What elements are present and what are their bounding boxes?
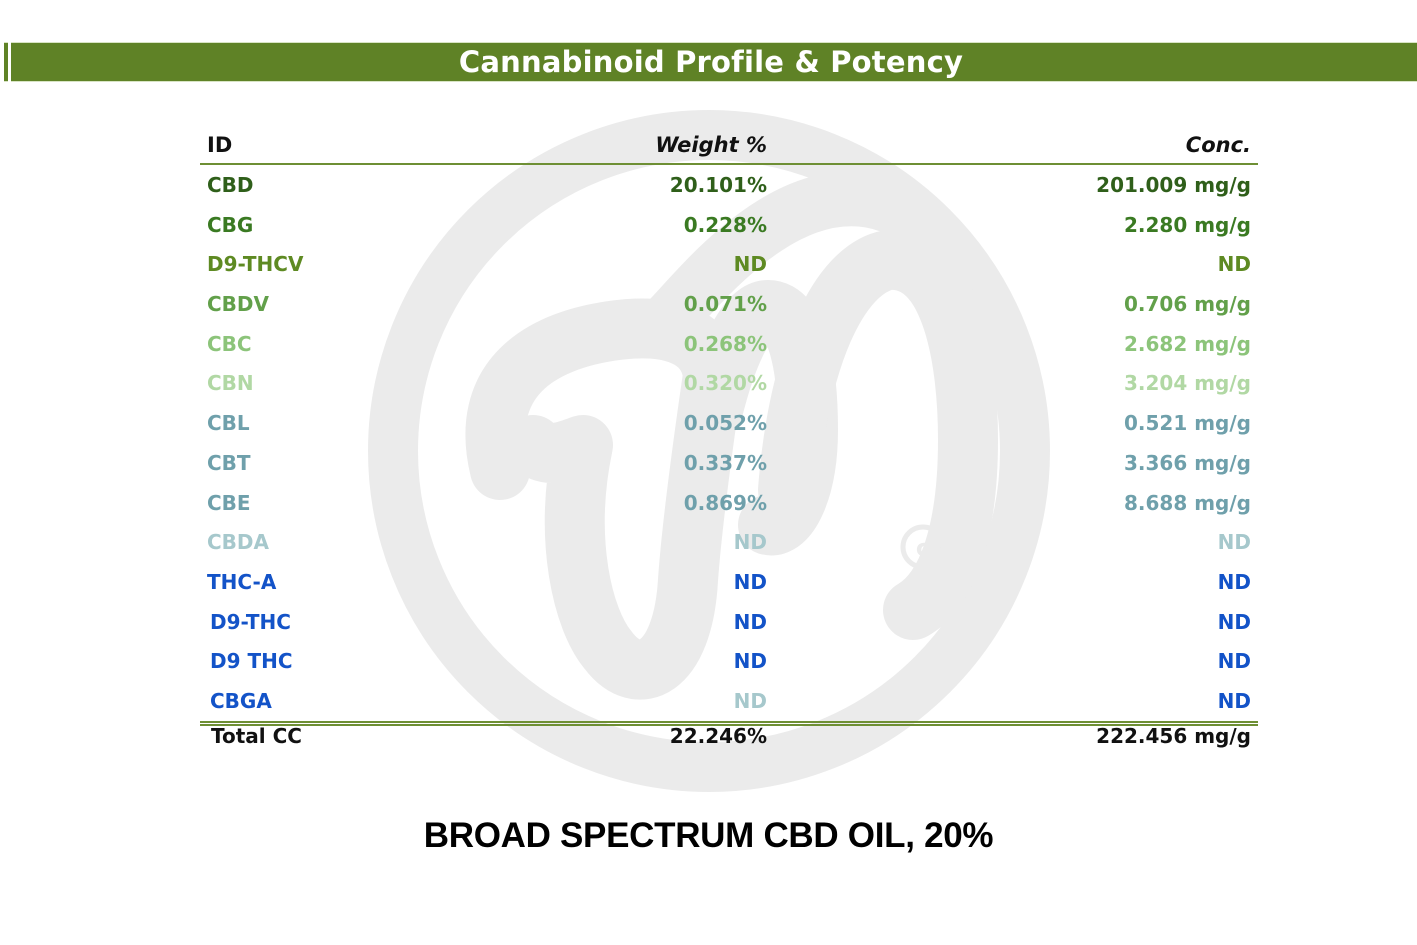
column-header-weight: Weight % — [655, 133, 767, 157]
weight-value: 0.320% — [683, 371, 767, 396]
total-row: Total CC 22.246% 222.456 mg/g — [200, 720, 1258, 760]
weight-value: ND — [733, 609, 767, 634]
conc-value: 8.688 mg/g — [1123, 490, 1251, 515]
total-label: Total CC — [211, 723, 302, 748]
conc-value: ND — [1217, 609, 1251, 634]
weight-value: ND — [733, 252, 767, 277]
weight-value: 0.071% — [683, 292, 767, 317]
table-row: CBDV 0.071% 0.706 mg/g — [200, 284, 1258, 324]
cannabinoid-id: CBL — [207, 411, 250, 436]
table-row: CBDA ND ND — [200, 522, 1258, 562]
conc-value: 3.204 mg/g — [1123, 371, 1251, 396]
table-row: CBT 0.337% 3.366 mg/g — [200, 443, 1258, 483]
cannabinoid-id: CBDA — [207, 530, 270, 555]
conc-value: ND — [1217, 530, 1251, 555]
cannabinoid-id: CBD — [207, 173, 254, 197]
weight-value: 0.052% — [683, 411, 767, 436]
total-conc-value: 222.456 mg/g — [1096, 723, 1251, 748]
cannabinoid-id: CBDV — [207, 292, 270, 317]
product-caption: BROAD SPECTRUM CBD OIL, 20% — [423, 816, 994, 855]
conc-value: 2.682 mg/g — [1123, 331, 1251, 356]
cannabinoid-id: CBC — [207, 331, 252, 356]
svg-text:c: c — [916, 534, 930, 562]
page-title: Cannabinoid Profile & Potency — [458, 45, 964, 79]
w-logo-watermark-icon: c — [368, 110, 1050, 792]
total-double-divider — [200, 720, 1258, 726]
conc-value: 3.366 mg/g — [1123, 450, 1251, 475]
weight-value: 0.337% — [683, 450, 767, 475]
table-row: CBGA ND ND — [200, 681, 1258, 721]
weight-value: 20.101% — [669, 173, 767, 197]
table-row: CBG 0.228% 2.280 mg/g — [200, 205, 1258, 245]
weight-value: ND — [733, 649, 767, 674]
conc-value: 2.280 mg/g — [1123, 212, 1251, 237]
cannabinoid-id: D9-THCV — [207, 252, 304, 277]
table-row: CBC 0.268% 2.682 mg/g — [200, 324, 1258, 364]
table-header-row: ID Weight % Conc. — [200, 128, 1258, 165]
weight-value: 0.228% — [683, 212, 767, 237]
table-row: CBL 0.052% 0.521 mg/g — [200, 403, 1258, 443]
conc-value: 0.706 mg/g — [1123, 292, 1251, 317]
cannabinoid-id: THC-A — [207, 569, 277, 594]
cannabinoid-id: CBN — [207, 371, 254, 396]
cannabinoid-id: CBT — [207, 450, 251, 475]
banner-left-stub — [4, 42, 8, 82]
column-header-id: ID — [207, 133, 233, 157]
total-weight-value: 22.246% — [669, 723, 767, 748]
table-row: D9-THCV ND ND — [200, 244, 1258, 284]
cannabinoid-id: D9 THC — [210, 649, 293, 674]
conc-value: ND — [1217, 649, 1251, 674]
table-row: CBN 0.320% 3.204 mg/g — [200, 363, 1258, 403]
conc-value: ND — [1217, 688, 1251, 713]
table-row: D9-THC ND ND — [200, 602, 1258, 642]
cannabinoid-id: D9-THC — [210, 609, 291, 634]
conc-value: 0.521 mg/g — [1123, 411, 1251, 436]
weight-value: ND — [733, 569, 767, 594]
cannabinoid-id: CBE — [207, 490, 251, 515]
conc-value: ND — [1217, 252, 1251, 277]
table-row: D9 THC ND ND — [200, 641, 1258, 681]
title-banner: Cannabinoid Profile & Potency — [4, 42, 1417, 82]
table-row: CBE 0.869% 8.688 mg/g — [200, 483, 1258, 523]
conc-value: 201.009 mg/g — [1096, 173, 1251, 197]
cannabinoid-table: ID Weight % Conc. CBD 20.101% 201.009 mg… — [200, 128, 1258, 759]
weight-value: ND — [733, 530, 767, 555]
cannabinoid-id: CBGA — [210, 688, 272, 713]
weight-value: 0.268% — [683, 331, 767, 356]
weight-value: 0.869% — [683, 490, 767, 515]
banner-bar: Cannabinoid Profile & Potency — [11, 42, 1417, 82]
column-header-conc: Conc. — [1185, 133, 1251, 157]
weight-value: ND — [733, 688, 767, 713]
table-row: CBD 20.101% 201.009 mg/g — [200, 165, 1258, 205]
cannabinoid-id: CBG — [207, 212, 254, 237]
table-row: THC-A ND ND — [200, 562, 1258, 602]
conc-value: ND — [1217, 569, 1251, 594]
